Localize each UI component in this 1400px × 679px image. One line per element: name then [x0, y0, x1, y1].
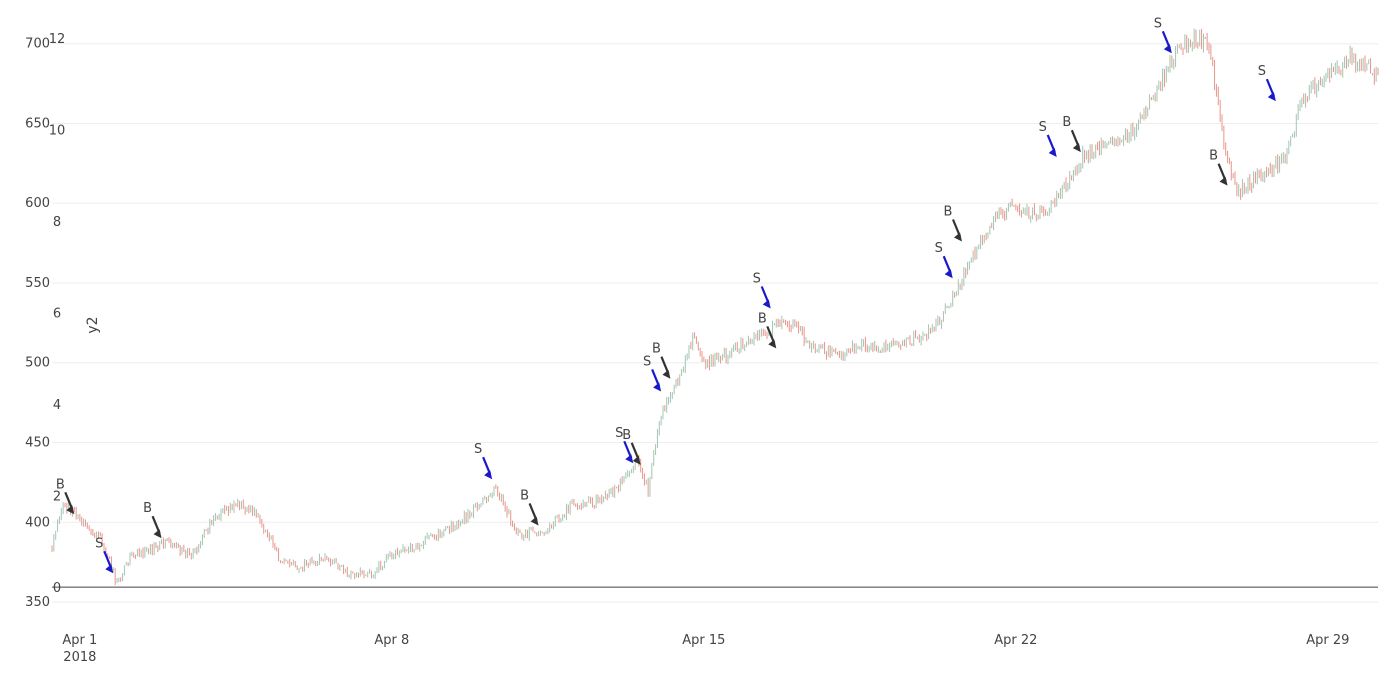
x-tick-label: Apr 22: [994, 633, 1037, 648]
y-axis: 350 400 450 500 550 600 650 700: [25, 37, 50, 610]
sell-marker: S: [1258, 64, 1276, 102]
marker-label: S: [1039, 120, 1047, 135]
sell-marker: S: [1039, 120, 1057, 157]
x-tick-label: Apr 15: [682, 633, 725, 648]
y-tick-label: 650: [25, 116, 50, 131]
marker-label: S: [1154, 16, 1162, 31]
sell-marker: S: [643, 354, 662, 392]
marker-label: B: [944, 205, 953, 220]
sell-marker: S: [615, 426, 634, 464]
y-tick-label: 450: [25, 436, 50, 451]
buy-marker: B: [520, 488, 539, 526]
buy-marker: B: [758, 311, 777, 349]
marker-label: S: [474, 442, 482, 457]
marker-label: B: [56, 477, 65, 492]
y-tick-label: 550: [25, 276, 50, 291]
buy-marker: B: [652, 342, 671, 379]
y2-tick-label: 4: [53, 398, 61, 413]
marker-label: B: [758, 311, 767, 326]
sell-marker: S: [1154, 16, 1172, 54]
marker-label: B: [652, 342, 661, 357]
y-tick-label: 700: [25, 37, 50, 52]
marker-label: B: [143, 501, 152, 516]
buy-marker: B: [1209, 149, 1228, 186]
x-tick-label: Apr 29: [1306, 633, 1349, 648]
y2-tick-label: 8: [53, 215, 61, 230]
y-tick-label: 600: [25, 196, 50, 211]
marker-label: B: [520, 488, 529, 503]
buy-marker: B: [622, 428, 641, 465]
marker-label: S: [643, 354, 651, 369]
marker-label: S: [935, 241, 943, 256]
marker-label: S: [1258, 64, 1266, 79]
sell-marker: S: [474, 442, 493, 480]
x-tick-sublabel: 2018: [63, 650, 96, 665]
y-tick-label: 500: [25, 356, 50, 371]
marker-label: S: [753, 272, 761, 287]
buy-marker: B: [944, 205, 962, 242]
marker-label: B: [622, 428, 631, 443]
marker-label: S: [95, 536, 103, 551]
y2-axis-title: y2: [85, 316, 101, 333]
x-tick-label: Apr 8: [374, 633, 409, 648]
grid: [52, 43, 1378, 603]
y2-tick-label: 0: [53, 581, 61, 596]
marker-label: B: [1209, 149, 1218, 164]
y2-tick-label: 10: [49, 123, 66, 138]
y2-tick-label: 6: [53, 307, 61, 322]
sell-marker: S: [95, 536, 114, 574]
buy-marker: B: [1062, 115, 1081, 153]
y-tick-label: 400: [25, 515, 50, 530]
marker-label: S: [615, 426, 623, 441]
sell-marker: S: [753, 272, 771, 309]
sell-marker: S: [935, 241, 953, 279]
y2-tick-label: 2: [53, 490, 61, 505]
x-tick-label: Apr 1: [62, 633, 97, 648]
y-tick-label: 350: [25, 595, 50, 610]
buy-marker: B: [143, 501, 162, 539]
buy-marker: B: [56, 477, 75, 515]
candles: [51, 28, 1379, 586]
x-axis: Apr 1 2018 Apr 8 Apr 15 Apr 22 Apr 29: [62, 633, 1349, 665]
marker-label: B: [1062, 115, 1071, 130]
y2-tick-label: 12: [49, 32, 66, 47]
y2-axis: 0 2 4 6 8 10 12: [49, 32, 66, 596]
